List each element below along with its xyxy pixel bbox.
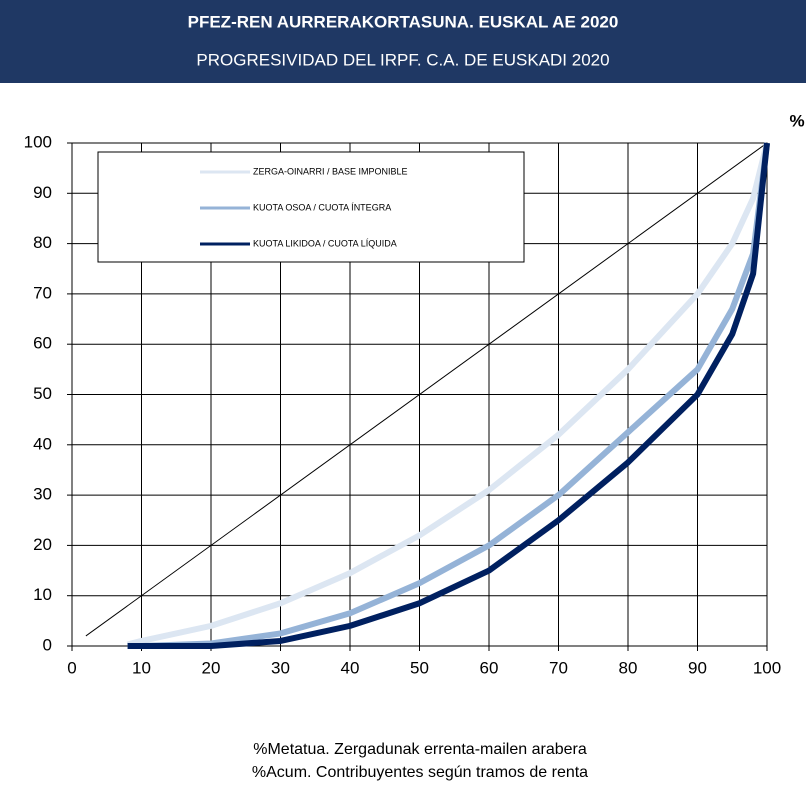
y-tick-label: 10 — [33, 585, 52, 604]
y-tick-label: 60 — [33, 334, 52, 353]
header-band — [0, 0, 806, 83]
x-axis-title: %Metatua. Zergadunak errenta-mailen arab… — [253, 741, 587, 758]
x-tick-label: 30 — [271, 658, 290, 677]
legend-label: KUOTA OSOA / CUOTA ÍNTEGRA — [253, 202, 391, 212]
y-tick-label: 70 — [33, 283, 52, 302]
y-tick-label: 50 — [33, 384, 52, 403]
series-line — [127, 142, 770, 649]
y-tick-label: 20 — [33, 535, 52, 554]
series-line — [126, 142, 770, 648]
legend-label: KUOTA LIKIDOA / CUOTA LÍQUIDA — [253, 238, 397, 248]
x-tick-label: 100 — [753, 658, 781, 677]
x-tick-label: 60 — [480, 658, 499, 677]
y-tick-label: 0 — [43, 635, 52, 654]
y-unit: % — [789, 111, 804, 130]
legend-label: ZERGA-OINARRI / BASE IMPONIBLE — [253, 166, 408, 176]
diagonal-line — [85, 142, 768, 637]
x-tick-label: 40 — [341, 658, 360, 677]
x-tick-label: 50 — [410, 658, 429, 677]
y-tick-label: 40 — [33, 434, 52, 453]
chart-subtitle: PROGRESIVIDAD DEL IRPF. C.A. DE EUSKADI … — [196, 50, 609, 69]
x-tick-label: 10 — [132, 658, 151, 677]
y-tick-label: 90 — [33, 183, 52, 202]
x-tick-label: 70 — [549, 658, 568, 677]
x-tick-label: 20 — [202, 658, 221, 677]
legend-box — [97, 151, 525, 263]
y-tick-label: 100 — [24, 132, 52, 151]
x-tick-label: 80 — [619, 658, 638, 677]
x-tick-label: 0 — [67, 658, 76, 677]
y-tick-label: 30 — [33, 485, 52, 504]
x-tick-label: 90 — [688, 658, 707, 677]
y-tick-label: 80 — [33, 233, 52, 252]
chart-title: PFEZ-REN AURRERAKORTASUNA. EUSKAL AE 202… — [188, 12, 619, 31]
x-axis-title: %Acum. Contribuyentes según tramos de re… — [252, 764, 588, 781]
